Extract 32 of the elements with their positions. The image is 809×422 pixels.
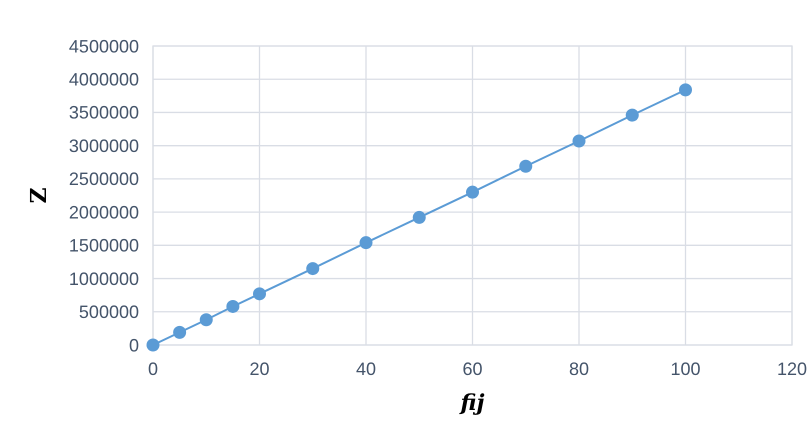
x-tick-label: 120	[776, 359, 808, 379]
y-tick-label: 4500000	[68, 36, 139, 56]
y-tick-label: 1500000	[68, 236, 139, 256]
point	[173, 326, 186, 339]
x-tick-label: 80	[568, 359, 590, 379]
point	[146, 338, 160, 352]
x-tick-label: 60	[462, 359, 483, 379]
x-tick-label: 100	[670, 359, 701, 379]
y-tick-label: 3000000	[68, 136, 139, 156]
y-axis-title: Z	[26, 187, 52, 204]
x-tick-label: 40	[356, 359, 376, 379]
point	[360, 236, 372, 250]
y-tick-label: 2500000	[68, 169, 139, 190]
y-tick-label: 0	[128, 335, 139, 356]
point	[626, 108, 639, 122]
y-tick-label: 1000000	[68, 268, 139, 289]
point	[412, 210, 426, 224]
point	[466, 186, 479, 199]
x-tick-label: 20	[249, 359, 270, 379]
point	[253, 287, 266, 300]
point	[306, 262, 320, 276]
point	[679, 83, 692, 96]
x-tick-label: 0	[148, 359, 158, 379]
x-axis-title: fij	[458, 390, 485, 416]
y-tick-label: 4000000	[68, 70, 139, 90]
point	[200, 313, 213, 326]
y-tick-label: 500000	[78, 302, 139, 322]
point	[519, 160, 532, 173]
y-tick-label: 2000000	[68, 202, 139, 222]
y-tick-label: 3500000	[68, 102, 139, 123]
point	[572, 134, 586, 148]
point	[226, 300, 240, 313]
